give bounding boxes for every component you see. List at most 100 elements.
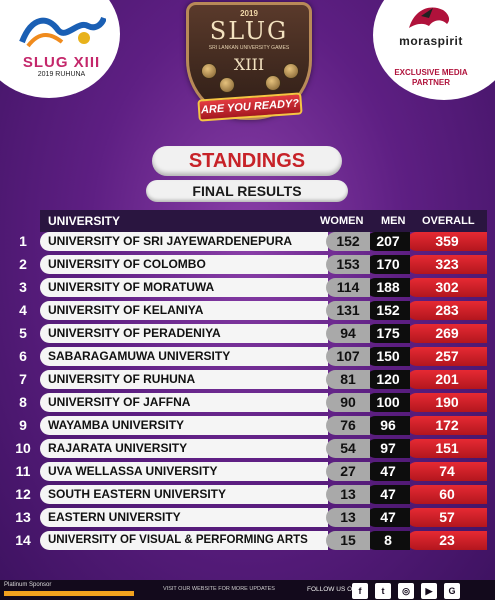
shield-title: SLUG [209,17,289,45]
coin-icon [283,63,299,79]
platinum-sponsor-logo [4,591,134,596]
rank-cell: 4 [19,302,27,318]
women-cell: 15 [326,531,370,550]
twitter-icon[interactable]: t [375,583,391,599]
slug-logo-title: SLUG XIII [22,54,101,71]
men-cell: 96 [366,416,410,435]
google-plus-icon[interactable]: G [444,583,460,599]
women-cell: 107 [326,347,370,366]
overall-cell: 74 [407,462,487,481]
women-cell: 153 [326,255,370,274]
women-cell: 114 [326,278,370,297]
column-header-overall: OVERALL [422,215,475,227]
rank-cell: 8 [19,394,27,410]
overall-cell: 359 [407,232,487,251]
table-row: 3 UNIVERSITY OF MORATUWA 302 188 114 [0,277,495,298]
platinum-sponsor-label: Platinum Sponsor [4,582,52,588]
university-cell: SABARAGAMUWA UNIVERSITY [40,347,328,366]
table-row: 12 SOUTH EASTERN UNIVERSITY 60 47 13 [0,484,495,505]
men-cell: 188 [366,278,410,297]
standings-title: STANDINGS [152,146,342,176]
instagram-icon[interactable]: ◎ [398,583,414,599]
overall-cell: 323 [407,255,487,274]
sponsor-tagline: EXCLUSIVE MEDIA PARTNER [394,68,468,87]
university-cell: UNIVERSITY OF JAFFNA [40,393,328,412]
footer-bar: Platinum Sponsor VISIT OUR WEBSITE FOR M… [0,580,495,600]
university-cell: RAJARATA UNIVERSITY [40,439,328,458]
table-header: UNIVERSITY WOMEN MEN OVERALL [40,210,487,232]
slug-logo: SLUG XIII 2019 RUHUNA [14,10,109,80]
overall-cell: 60 [407,485,487,504]
university-cell: UVA WELLASSA UNIVERSITY [40,462,328,481]
men-cell: 170 [366,255,410,274]
coin-icon [265,75,281,91]
university-cell: UNIVERSITY OF VISUAL & PERFORMING ARTS [40,531,328,550]
overall-cell: 57 [407,508,487,527]
women-cell: 76 [326,416,370,435]
rank-cell: 1 [19,233,27,249]
rank-cell: 6 [19,348,27,364]
table-row: 5 UNIVERSITY OF PERADENIYA 269 175 94 [0,323,495,344]
rank-cell: 7 [19,371,27,387]
university-cell: UNIVERSITY OF KELANIYA [40,301,328,320]
column-header-men: MEN [381,215,406,227]
women-cell: 152 [326,232,370,251]
rank-cell: 3 [19,279,27,295]
rank-cell: 2 [19,256,27,272]
university-cell: WAYAMBA UNIVERSITY [40,416,328,435]
university-cell: UNIVERSITY OF COLOMBO [40,255,328,274]
shield-numeral: XIII [233,55,265,74]
overall-cell: 283 [407,301,487,320]
men-cell: 207 [366,232,410,251]
women-cell: 81 [326,370,370,389]
follow-us-label: FOLLOW US ON [307,586,357,593]
sponsor-name: moraspirit [399,34,463,48]
men-cell: 8 [366,531,410,550]
women-cell: 54 [326,439,370,458]
women-cell: 27 [326,462,370,481]
column-header-university: UNIVERSITY [48,214,121,228]
university-cell: EASTERN UNIVERSITY [40,508,328,527]
men-cell: 47 [366,462,410,481]
men-cell: 152 [366,301,410,320]
visit-website-text[interactable]: VISIT OUR WEBSITE FOR MORE UPDATES [163,586,275,592]
overall-cell: 151 [407,439,487,458]
moraspirit-mascot-icon [409,7,450,28]
table-row: 2 UNIVERSITY OF COLOMBO 323 170 153 [0,254,495,275]
table-row: 8 UNIVERSITY OF JAFFNA 190 100 90 [0,392,495,413]
men-cell: 120 [366,370,410,389]
rank-cell: 13 [15,509,31,525]
rank-cell: 11 [15,463,31,479]
youtube-icon[interactable]: ▶ [421,583,437,599]
facebook-icon[interactable]: f [352,583,368,599]
table-row: 7 UNIVERSITY OF RUHUNA 201 120 81 [0,369,495,390]
table-row: 9 WAYAMBA UNIVERSITY 172 96 76 [0,415,495,436]
university-cell: UNIVERSITY OF RUHUNA [40,370,328,389]
overall-cell: 190 [407,393,487,412]
university-cell: UNIVERSITY OF PERADENIYA [40,324,328,343]
column-header-women: WOMEN [320,215,364,227]
wave-icon [19,16,106,48]
rank-cell: 9 [19,417,27,433]
university-cell: UNIVERSITY OF MORATUWA [40,278,328,297]
men-cell: 150 [366,347,410,366]
table-row: 1 UNIVERSITY OF SRI JAYEWARDENEPURA 359 … [0,231,495,252]
table-row: 11 UVA WELLASSA UNIVERSITY 74 47 27 [0,461,495,482]
final-results-subtitle: FINAL RESULTS [146,180,348,202]
overall-cell: 201 [407,370,487,389]
shield-subtitle: SRI LANKAN UNIVERSITY GAMES [208,45,290,51]
table-row: 14 UNIVERSITY OF VISUAL & PERFORMING ART… [0,530,495,551]
rank-cell: 12 [15,486,31,502]
men-cell: 175 [366,324,410,343]
overall-cell: 302 [407,278,487,297]
overall-cell: 269 [407,324,487,343]
table-row: 10 RAJARATA UNIVERSITY 151 97 54 [0,438,495,459]
table-row: 13 EASTERN UNIVERSITY 57 47 13 [0,507,495,528]
university-cell: SOUTH EASTERN UNIVERSITY [40,485,328,504]
slug-logo-subtitle: 2019 RUHUNA [37,71,86,78]
women-cell: 131 [326,301,370,320]
rank-cell: 10 [15,440,31,456]
shield-year: 2019 [240,9,258,18]
men-cell: 47 [366,508,410,527]
women-cell: 90 [326,393,370,412]
